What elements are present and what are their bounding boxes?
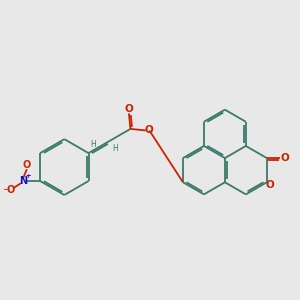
Text: O: O [7, 185, 15, 195]
Text: O: O [266, 180, 274, 190]
Text: O: O [280, 153, 289, 163]
Text: −: − [2, 184, 9, 194]
Text: O: O [124, 104, 133, 114]
Text: N: N [19, 176, 27, 186]
Text: O: O [144, 125, 153, 136]
Text: O: O [23, 160, 31, 170]
Text: H: H [112, 144, 118, 153]
Text: +: + [26, 173, 31, 179]
Text: H: H [90, 140, 96, 149]
